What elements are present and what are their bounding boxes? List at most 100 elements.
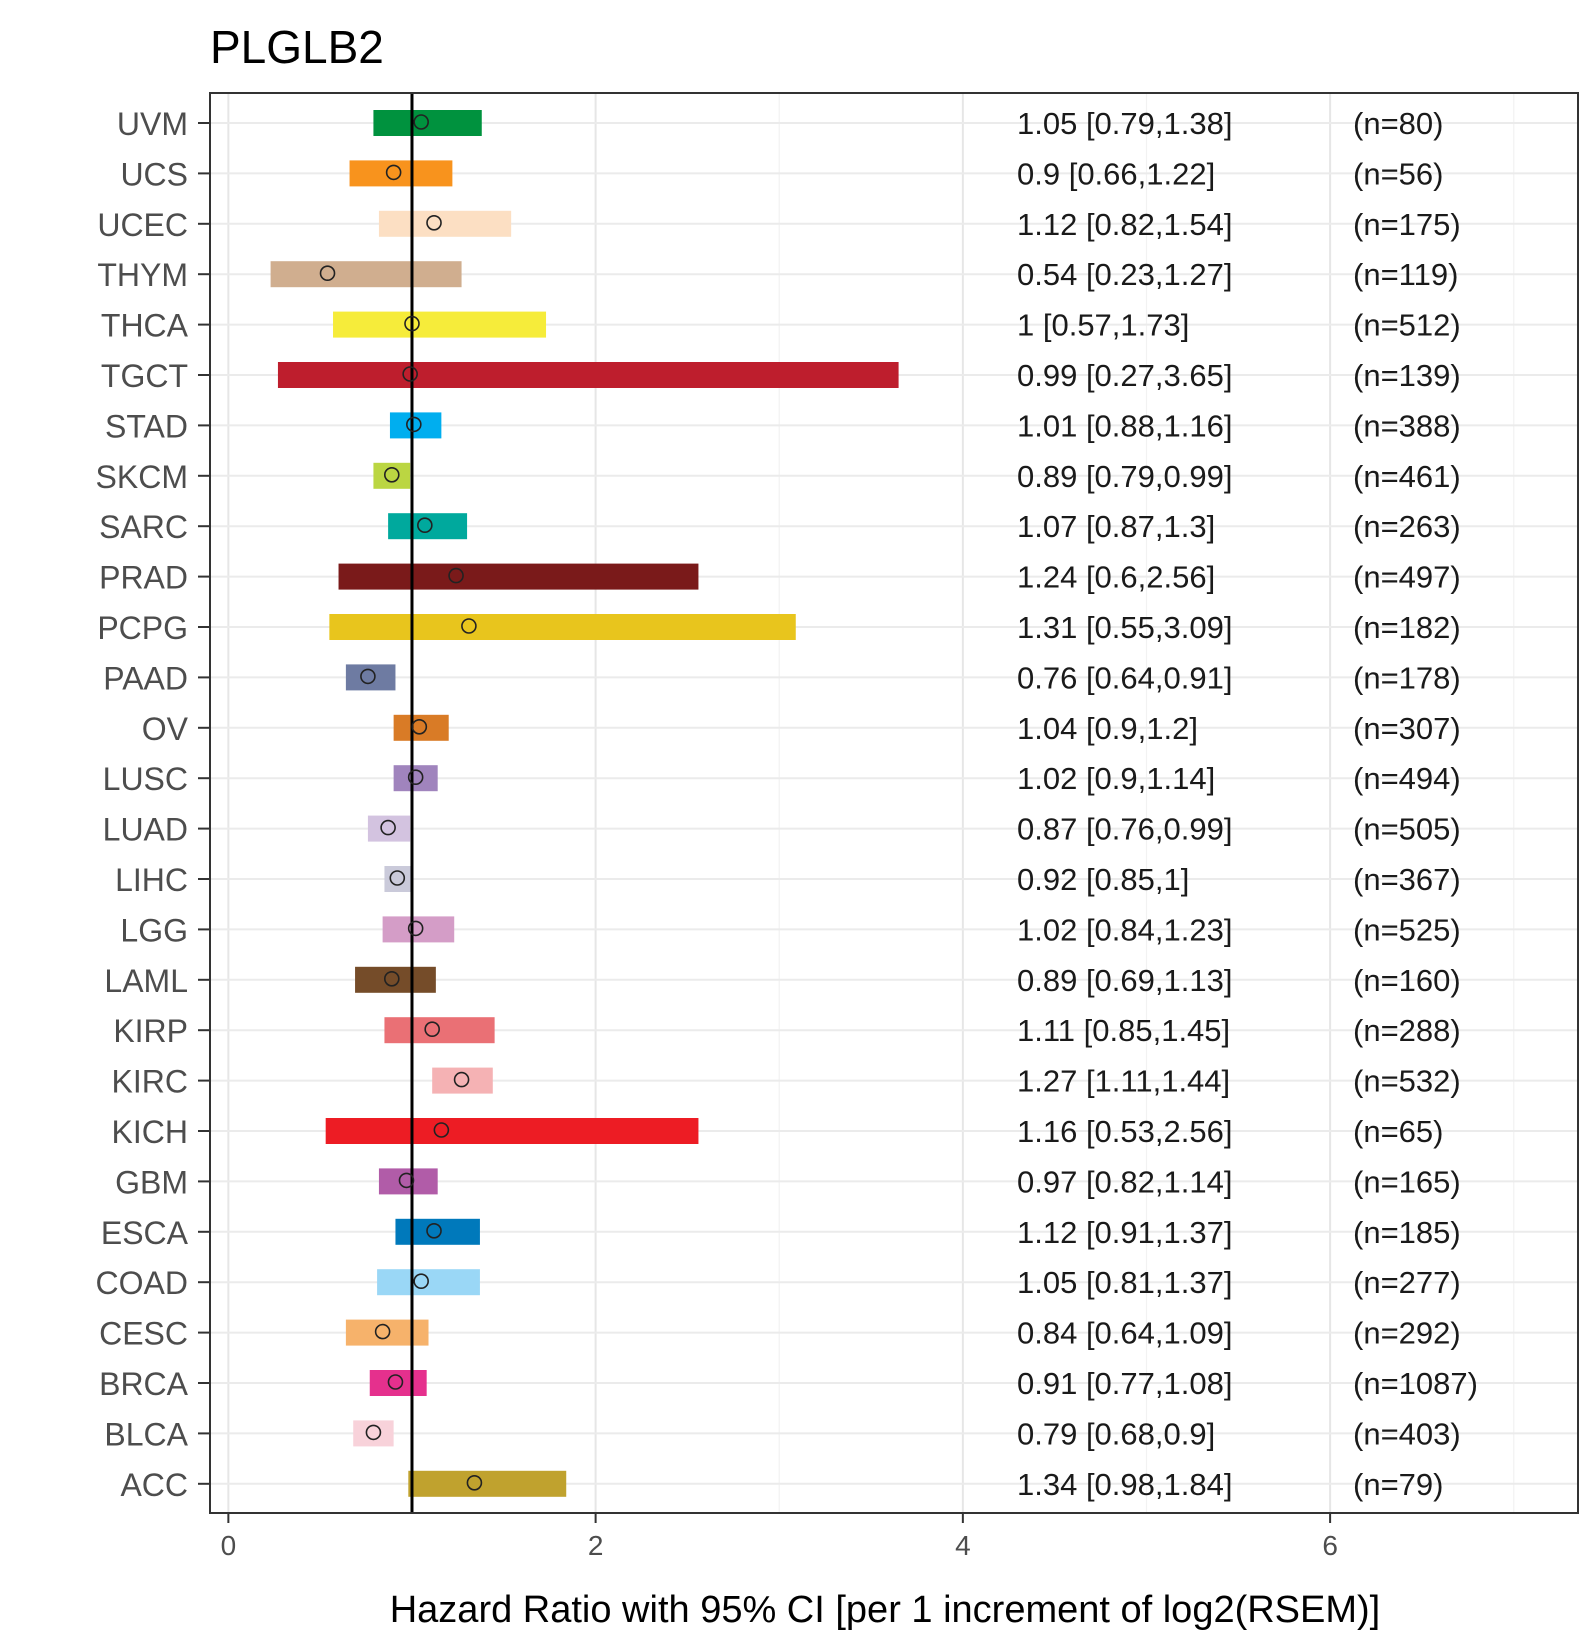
x-axis: 0 2 4 6	[221, 1513, 1338, 1561]
ci-text-thym: 0.54 [0.23,1.27]	[1017, 257, 1232, 292]
hr-point-esca	[426, 1223, 442, 1239]
hr-point-skcm	[383, 466, 400, 483]
ci-text-pcpg: 1.31 [0.55,3.09]	[1017, 610, 1232, 645]
grid-lines	[210, 93, 1578, 1513]
hr-point-pcpg	[461, 618, 477, 634]
hr-point-uvm	[413, 114, 429, 130]
ci-bar-ucec	[378, 210, 512, 237]
ci-text-esca: 1.12 [0.91,1.37]	[1017, 1215, 1232, 1250]
ci-bar-gbm	[378, 1168, 438, 1195]
n-text-kirc: (n=532)	[1353, 1064, 1461, 1099]
n-text-brca: (n=1087)	[1353, 1366, 1478, 1401]
hr-point-ov	[411, 718, 428, 735]
n-text-thym: (n=119)	[1353, 257, 1458, 292]
y-tick-label-uvm: UVM	[117, 106, 188, 142]
ci-text-thca: 1 [0.57,1.73]	[1017, 308, 1189, 343]
y-axis: UVM UCS UCEC THYM THCA TGCT STAD SKCM SARC PRAD PC…	[96, 106, 210, 1503]
y-tick-label-paad: PAAD	[103, 660, 188, 696]
hr-point-acc	[466, 1475, 483, 1491]
ci-text-lusc: 1.02 [0.9,1.14]	[1017, 761, 1215, 796]
ci-text-uvm: 1.05 [0.79,1.38]	[1017, 106, 1232, 141]
hr-point-lgg	[407, 920, 424, 937]
y-tick-label-cesc: CESC	[99, 1316, 188, 1352]
n-text-cesc: (n=292)	[1353, 1316, 1461, 1351]
ci-bar-kich	[325, 1118, 699, 1144]
hr-point-kich	[433, 1122, 450, 1138]
ci-bar-thym	[270, 261, 462, 288]
y-tick-label-lusc: LUSC	[103, 761, 188, 797]
ci-bar-lusc	[393, 765, 438, 792]
annotations: 1.05 [0.79,1.38] (n=80) 0.9 [0.66,1.22] (n=…	[1017, 106, 1478, 1502]
hr-point-stad	[406, 416, 422, 433]
n-text-lgg: (n=525)	[1353, 912, 1461, 947]
y-tick-label-kich: KICH	[112, 1114, 188, 1150]
y-tick-label-thym: THYM	[97, 257, 188, 293]
x-tick-label: 2	[588, 1530, 604, 1561]
n-text-esca: (n=185)	[1353, 1215, 1461, 1250]
hr-point-kirp	[424, 1021, 440, 1037]
hr-point-ucec	[426, 215, 442, 231]
ci-bar-sarc	[388, 513, 468, 540]
y-tick-label-brca: BRCA	[99, 1366, 189, 1402]
hr-point-cesc	[374, 1323, 391, 1340]
n-text-kich: (n=65)	[1353, 1114, 1443, 1149]
hr-point-gbm	[398, 1172, 415, 1189]
n-text-ov: (n=307)	[1353, 711, 1461, 746]
y-tick-label-blca: BLCA	[104, 1416, 188, 1452]
hr-point-laml	[383, 970, 400, 987]
hr-point-prad	[448, 567, 464, 584]
n-text-ucs: (n=56)	[1353, 156, 1443, 191]
y-tick-label-kirp: KIRP	[113, 1013, 188, 1049]
ci-text-blca: 0.79 [0.68,0.9]	[1017, 1416, 1215, 1451]
y-tick-label-ov: OV	[142, 711, 189, 747]
ci-text-tgct: 0.99 [0.27,3.65]	[1017, 358, 1232, 393]
n-text-blca: (n=403)	[1353, 1416, 1461, 1451]
n-text-prad: (n=497)	[1353, 560, 1461, 595]
hr-point-paad	[360, 668, 376, 685]
y-tick-label-luad: LUAD	[103, 812, 188, 848]
y-tick-label-tgct: TGCT	[101, 358, 188, 394]
n-text-sarc: (n=263)	[1353, 509, 1461, 544]
y-tick-label-kirc: KIRC	[112, 1064, 188, 1100]
hr-point-sarc	[417, 517, 433, 534]
ci-text-coad: 1.05 [0.81,1.37]	[1017, 1265, 1232, 1300]
n-text-coad: (n=277)	[1353, 1265, 1461, 1300]
ci-text-lihc: 0.92 [0.85,1]	[1017, 862, 1189, 897]
ci-text-ucs: 0.9 [0.66,1.22]	[1017, 156, 1215, 191]
ci-text-acc: 1.34 [0.98,1.84]	[1017, 1467, 1232, 1502]
hr-point-kirc	[453, 1071, 470, 1088]
ci-bar-lihc	[384, 866, 412, 892]
ci-bar-pcpg	[329, 614, 796, 640]
hr-points	[319, 114, 483, 1491]
y-tick-label-prad: PRAD	[99, 560, 188, 596]
ci-text-sarc: 1.07 [0.87,1.3]	[1017, 509, 1215, 544]
ci-bar-brca	[369, 1370, 427, 1396]
hr-point-lihc	[389, 870, 406, 886]
ci-bar-esca	[395, 1218, 480, 1245]
ci-text-ov: 1.04 [0.9,1.2]	[1017, 711, 1198, 746]
n-text-skcm: (n=461)	[1353, 459, 1461, 494]
ci-text-kirp: 1.11 [0.85,1.45]	[1017, 1013, 1230, 1048]
y-tick-label-ucec: UCEC	[97, 207, 188, 243]
x-tick-label: 6	[1322, 1530, 1338, 1561]
hr-point-thym	[319, 265, 336, 282]
ci-text-paad: 0.76 [0.64,0.91]	[1017, 660, 1232, 695]
hr-point-tgct	[402, 366, 418, 382]
y-tick-label-gbm: GBM	[115, 1164, 188, 1200]
ci-bar-prad	[338, 563, 699, 590]
ci-bar-thca	[333, 311, 547, 338]
n-text-thca: (n=512)	[1353, 308, 1461, 343]
y-tick-label-ucs: UCS	[120, 156, 188, 192]
hr-point-brca	[387, 1374, 404, 1390]
ci-bar-ov	[393, 714, 449, 741]
y-tick-label-coad: COAD	[96, 1265, 188, 1301]
ci-text-kirc: 1.27 [1.11,1.44]	[1017, 1064, 1230, 1099]
ci-bar-paad	[345, 664, 396, 691]
ci-bar-tgct	[277, 362, 899, 388]
hr-point-luad	[380, 819, 396, 836]
x-axis-label: Hazard Ratio with 95% CI [per 1 incremen…	[390, 1589, 1381, 1631]
n-text-gbm: (n=165)	[1353, 1164, 1461, 1199]
ci-bar-luad	[367, 815, 411, 842]
n-text-kirp: (n=288)	[1353, 1013, 1461, 1048]
ci-bar-blca	[353, 1420, 394, 1447]
